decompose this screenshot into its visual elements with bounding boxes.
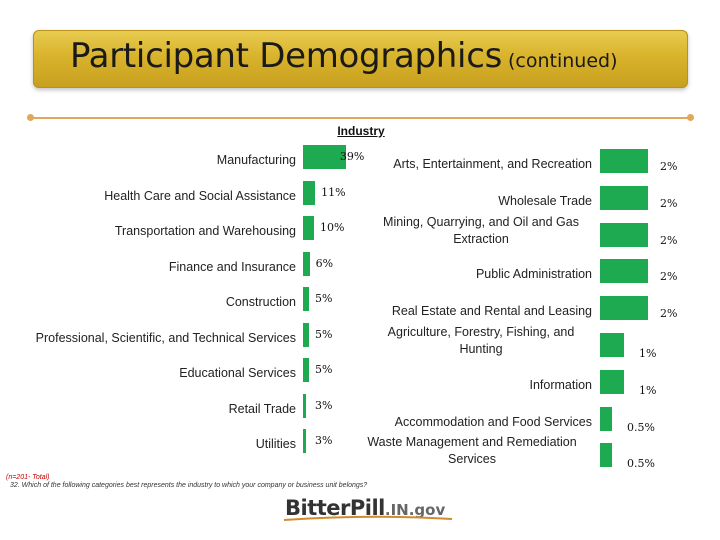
left-category-label: Construction	[225, 295, 296, 309]
left-category-label: Professional, Scientific, and Technical …	[35, 330, 296, 345]
right-value-label: 2%	[660, 160, 678, 173]
right-bar	[600, 333, 624, 357]
left-category-label: Transportation and Warehousing	[114, 224, 296, 238]
right-category-label: Arts, Entertainment, and Recreation	[393, 157, 592, 171]
left-category-label: Manufacturing	[216, 153, 296, 167]
divider-rule	[30, 117, 690, 119]
right-category-label: Public Administration	[475, 267, 592, 282]
right-category-label: Agriculture, Forestry, Fishing, and Hunt…	[387, 325, 575, 356]
right-value-label: 2%	[660, 307, 678, 321]
right-bar	[600, 259, 648, 284]
left-bar	[303, 216, 314, 240]
divider-dot-right	[687, 114, 694, 121]
left-bar	[303, 393, 307, 418]
right-value-label: 2%	[660, 233, 678, 247]
left-bar	[303, 358, 309, 382]
left-value-label: 5%	[315, 363, 333, 376]
left-bar	[303, 322, 309, 347]
left-value-label: 3%	[315, 398, 333, 412]
right-value-label: 0.5%	[627, 420, 655, 434]
right-bar	[600, 443, 612, 468]
right-bar	[600, 222, 648, 247]
left-bar	[303, 145, 346, 169]
page-title-subtitle: (continued)	[508, 50, 618, 72]
right-category-label: Accommodation and Food Services	[394, 414, 592, 429]
left-value-label: 3%	[315, 434, 333, 447]
left-bar	[303, 180, 316, 205]
right-bar	[600, 369, 624, 394]
right-category-label: Information	[529, 377, 592, 392]
left-category-label: Retail Trade	[228, 401, 296, 416]
question-note: 32. Which of the following categories be…	[10, 482, 368, 489]
left-value-label: 6%	[315, 256, 334, 270]
title-banner	[33, 30, 688, 88]
logo-suffix: .IN.gov	[384, 501, 446, 519]
right-category-label: Mining, Quarrying, and Oil and Gas Extra…	[383, 214, 579, 246]
right-value-label: 0.5%	[627, 457, 655, 471]
left-category-label: Finance and Insurance	[168, 259, 296, 274]
left-value-label: 5%	[315, 327, 333, 341]
right-value-label: 1%	[639, 347, 657, 360]
left-bar	[303, 251, 310, 276]
left-value-label: 5%	[315, 292, 333, 305]
divider-dot-left	[27, 114, 34, 121]
left-value-label: 10%	[320, 221, 345, 234]
right-value-label: 2%	[660, 270, 678, 284]
right-bar	[600, 185, 648, 210]
right-category-label: Waste Management and Remediation Service…	[367, 435, 577, 467]
page-title-main: Participant Demographics	[70, 36, 503, 76]
left-category-label: Utilities	[255, 437, 296, 451]
left-bar	[303, 287, 309, 311]
chart-title: Industry	[337, 124, 385, 138]
left-bar	[303, 429, 307, 453]
left-value-label: 11%	[321, 185, 346, 199]
sample-size-note: (n=201- Total)	[6, 474, 50, 481]
right-category-label: Wholesale Trade	[498, 193, 592, 208]
right-value-label: 2%	[660, 196, 678, 210]
right-bar	[600, 149, 648, 173]
right-bar	[600, 296, 648, 321]
left-category-label: Health Care and Social Assistance	[104, 188, 296, 203]
right-bar	[600, 406, 612, 431]
right-category-label: Real Estate and Rental and Leasing	[391, 304, 592, 319]
left-value-label: 39%	[339, 150, 365, 163]
page-title: Participant Demographics (continued)	[70, 36, 618, 76]
left-category-label: Educational Services	[179, 366, 296, 380]
logo-swoosh	[283, 515, 453, 521]
right-value-label: 1%	[639, 383, 657, 397]
